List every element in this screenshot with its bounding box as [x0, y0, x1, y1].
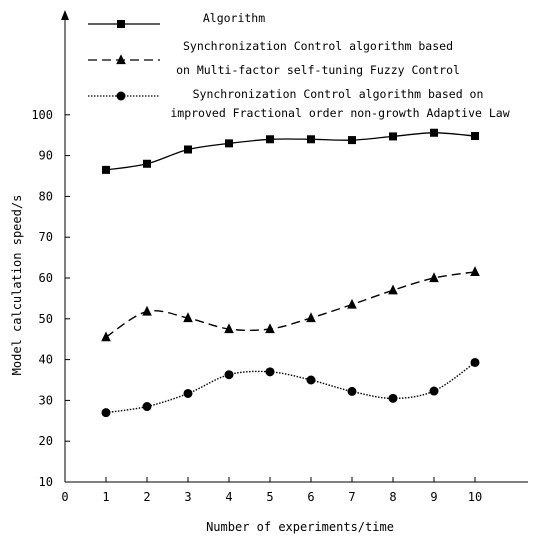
series-3-line — [105, 361, 476, 414]
y-tick-label: 100 — [31, 108, 53, 122]
data-point — [265, 323, 275, 334]
data-point — [183, 312, 193, 323]
data-point — [143, 159, 151, 168]
data-point — [102, 165, 110, 174]
data-point — [429, 386, 439, 396]
data-point — [429, 272, 439, 283]
data-point — [347, 298, 357, 309]
data-point — [101, 408, 111, 418]
legend-label: Synchronization Control algorithm based … — [193, 87, 484, 101]
data-point — [388, 393, 398, 403]
y-tick-label: 10 — [39, 475, 53, 489]
data-point — [225, 139, 233, 148]
data-point — [184, 145, 192, 154]
x-axis-title: Number of experiments/time — [206, 520, 394, 534]
y-tick-label: 70 — [39, 230, 53, 244]
data-point — [183, 388, 193, 398]
legend-item-2: Synchronization Control algorithm based o… — [88, 39, 460, 77]
x-tick-label: 10 — [468, 490, 482, 504]
data-point — [347, 386, 357, 396]
legend-label: Algorithm — [203, 11, 265, 25]
x-tick-label: 7 — [348, 490, 355, 504]
x-tick-label: 3 — [184, 490, 191, 504]
y-tick-label: 40 — [39, 353, 53, 367]
data-point — [142, 402, 152, 412]
y-tick-label: 90 — [39, 149, 53, 163]
axes: 0 1 2 3 4 5 6 7 8 9 10 10 20 30 40 50 60 70 80 90 100 — [31, 10, 528, 504]
series-1 — [102, 128, 479, 174]
y-tick-label: 30 — [39, 393, 53, 407]
data-point — [470, 266, 480, 277]
data-point — [306, 312, 316, 323]
data-point — [224, 370, 234, 380]
series-1-line — [105, 132, 476, 171]
data-point — [389, 132, 397, 141]
y-tick-label: 60 — [39, 271, 53, 285]
x-tick-label: 5 — [266, 490, 273, 504]
legend-label: improved Fractional order non-growth Ada… — [170, 106, 509, 120]
data-point — [306, 375, 316, 385]
y-axis-title: Model calculation speed/s — [10, 195, 24, 376]
data-point — [388, 284, 398, 295]
y-tick-label: 50 — [39, 312, 53, 326]
legend-label: on Multi-factor self-tuning Fuzzy Contro… — [176, 63, 460, 77]
data-point — [307, 135, 315, 144]
legend: Algorithm Synchronization Control algorit… — [88, 11, 510, 120]
series-3 — [101, 357, 480, 418]
data-point — [142, 305, 152, 316]
data-point — [471, 132, 479, 141]
legend-marker — [117, 20, 125, 28]
data-point — [265, 367, 275, 377]
data-point — [266, 135, 274, 144]
series-2-line — [105, 271, 476, 338]
data-point — [224, 323, 234, 334]
x-tick-label: 1 — [102, 490, 109, 504]
series-layer — [101, 128, 480, 418]
x-tick-label: 4 — [225, 490, 232, 504]
y-axis-arrow — [61, 10, 69, 20]
x-tick-label: 0 — [61, 490, 68, 504]
x-tick-label: 9 — [430, 490, 437, 504]
x-tick-label: 6 — [307, 490, 314, 504]
legend-marker — [116, 91, 126, 101]
y-tick-label: 80 — [39, 189, 53, 203]
legend-label: Synchronization Control algorithm based — [183, 39, 453, 53]
x-tick-label: 8 — [389, 490, 396, 504]
data-point — [430, 128, 438, 137]
data-point — [101, 331, 111, 342]
x-tick-label: 2 — [143, 490, 150, 504]
data-point — [470, 357, 480, 367]
legend-item-1: Algorithm — [88, 11, 265, 28]
y-tick-label: 20 — [39, 434, 53, 448]
legend-marker — [116, 54, 126, 65]
series-2 — [101, 266, 480, 342]
legend-item-3: Synchronization Control algorithm based … — [88, 87, 510, 120]
data-point — [348, 136, 356, 145]
